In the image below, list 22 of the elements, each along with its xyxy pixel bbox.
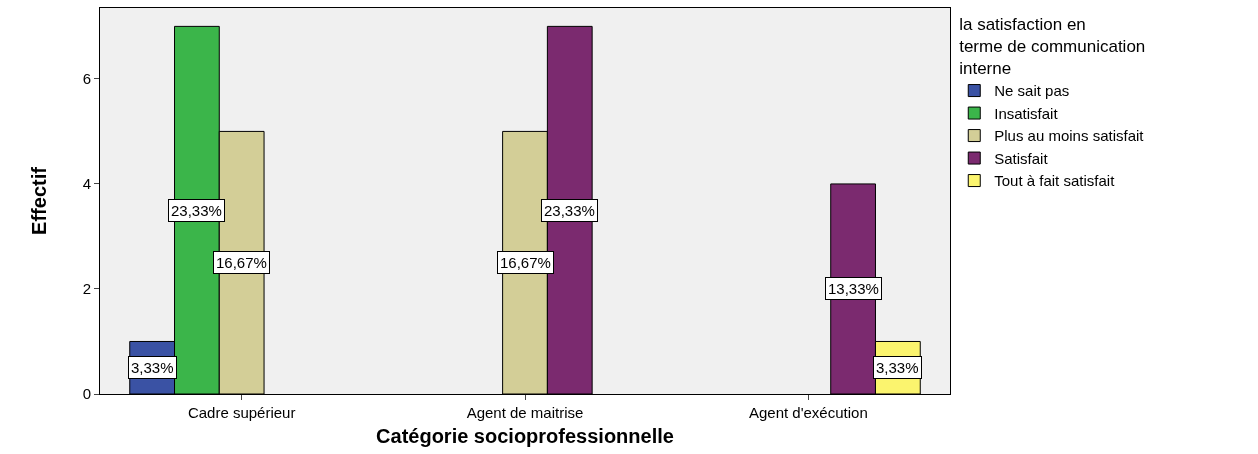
y-axis-title: Effectif: [28, 166, 51, 235]
legend-label: Insatisfait: [994, 104, 1059, 122]
y-tick-label: 6: [82, 70, 91, 88]
annotation: 13,33%: [828, 280, 879, 297]
x-axis-title: Catégorie socioprofessionnelle: [376, 424, 674, 447]
x-tick-label: Cadre supérieur: [187, 404, 296, 421]
annotation: 16,67%: [216, 254, 267, 271]
annotation: 23,33%: [171, 202, 222, 219]
legend-label: Tout à fait satisfait: [994, 172, 1116, 190]
x-tick-label: Agent d'exécution: [748, 404, 868, 421]
x-tick-label: Agent de maitrise: [466, 404, 584, 421]
y-tick-label: 4: [82, 175, 91, 193]
legend-label: Ne sait pas: [994, 82, 1070, 100]
y-tick-label: 2: [82, 280, 91, 298]
legend-label: Plus au moins satisfait: [994, 127, 1145, 145]
y-tick-label: 0: [82, 385, 91, 403]
annotation: 3,33%: [876, 359, 919, 376]
legend-label: Satisfait: [994, 149, 1049, 167]
annotation: 3,33%: [131, 359, 174, 376]
annotation: 23,33%: [544, 202, 595, 219]
annotation: 16,67%: [500, 254, 551, 271]
legend-title: la satisfaction en terme de communication interne: [959, 15, 1146, 79]
